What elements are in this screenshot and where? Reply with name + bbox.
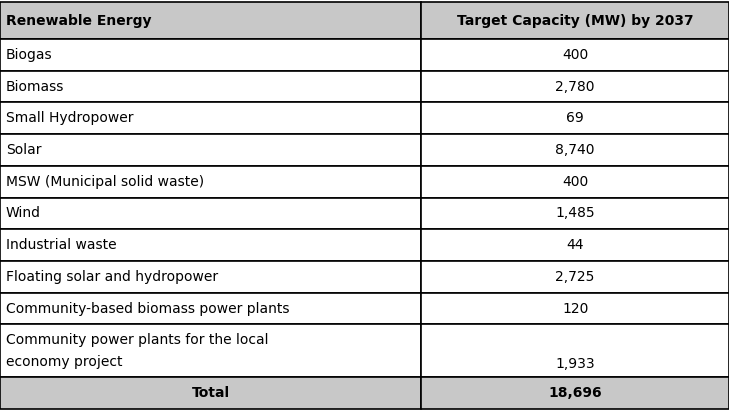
Text: Community power plants for the local: Community power plants for the local (6, 333, 268, 347)
Bar (421, 229, 729, 261)
Text: Biogas: Biogas (6, 48, 52, 62)
Bar (421, 71, 729, 102)
Text: Wind: Wind (6, 206, 41, 220)
Text: Total: Total (192, 386, 230, 400)
Bar (421, 166, 729, 198)
Text: Floating solar and hydropower: Floating solar and hydropower (6, 270, 218, 284)
Bar (421, 39, 729, 71)
Bar (421, 134, 729, 166)
Bar (0, 198, 421, 229)
Bar (421, 293, 729, 324)
Bar (0, 324, 421, 377)
Text: economy project: economy project (6, 356, 122, 369)
Text: 1,933: 1,933 (555, 357, 595, 371)
Text: Community-based biomass power plants: Community-based biomass power plants (6, 302, 289, 316)
Bar (0, 134, 421, 166)
Bar (421, 2, 729, 39)
Text: 1,485: 1,485 (555, 206, 595, 220)
Bar (0, 377, 421, 409)
Text: 400: 400 (562, 48, 588, 62)
Text: MSW (Municipal solid waste): MSW (Municipal solid waste) (6, 175, 204, 189)
Text: 400: 400 (562, 175, 588, 189)
Bar (421, 102, 729, 134)
Text: 2,725: 2,725 (555, 270, 595, 284)
Bar (0, 102, 421, 134)
Text: 8,740: 8,740 (555, 143, 595, 157)
Text: Target Capacity (MW) by 2037: Target Capacity (MW) by 2037 (457, 14, 693, 28)
Bar (0, 166, 421, 198)
Text: Small Hydropower: Small Hydropower (6, 111, 133, 125)
Text: Renewable Energy: Renewable Energy (6, 14, 152, 28)
Text: 69: 69 (566, 111, 584, 125)
Bar (0, 2, 421, 39)
Text: Biomass: Biomass (6, 80, 64, 94)
Bar (0, 229, 421, 261)
Bar (421, 377, 729, 409)
Text: 2,780: 2,780 (555, 80, 595, 94)
Text: 18,696: 18,696 (548, 386, 602, 400)
Text: Solar: Solar (6, 143, 42, 157)
Text: Industrial waste: Industrial waste (6, 238, 117, 252)
Bar (0, 293, 421, 324)
Bar (0, 261, 421, 293)
Bar (421, 198, 729, 229)
Bar (421, 324, 729, 377)
Bar (421, 261, 729, 293)
Text: 44: 44 (566, 238, 584, 252)
Text: 120: 120 (562, 302, 588, 316)
Bar (0, 71, 421, 102)
Bar (0, 39, 421, 71)
